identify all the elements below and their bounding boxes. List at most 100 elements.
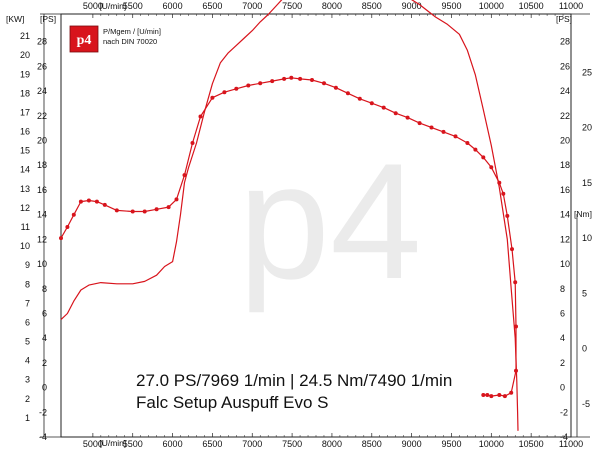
torque-point [441,129,446,134]
kw-axis-tick-label: 11 [21,222,30,232]
ps-axis-left-tick-label: -2 [39,407,47,417]
ps-axis-left-tick-label: 28 [37,37,47,47]
torque-point [154,207,159,212]
kw-axis-tick-label: 10 [20,241,30,251]
torque-point [489,165,494,170]
kw-axis-tick-label: 13 [20,184,30,194]
x-tick-top-label: 5000 [83,1,103,11]
ps-axis-left-tick-label: 18 [37,160,47,170]
ps-unit-label-left: [PS] [40,14,56,24]
torque-point [497,393,502,397]
nm-axis-tick-label: 10 [582,233,592,243]
x-tick-bottom-label: 11000 [559,439,583,449]
kw-axis-tick-label: 15 [20,146,30,156]
x-tick-bottom-label: 8000 [322,439,342,449]
kw-axis-tick-label: 17 [20,107,30,117]
ps-axis-left-tick-label: 6 [42,308,47,318]
ps-axis-right-tick-label: -2 [560,407,568,417]
torque-point [65,225,70,229]
ps-axis-right-tick-label: 4 [560,333,565,343]
ps-axis-right-tick-label: 8 [560,284,565,294]
torque-point [322,81,326,86]
x-tick-top-label: 8500 [362,1,382,11]
ps-axis-right-tick-label: 28 [560,37,570,47]
kw-axis-tick-label: 2 [25,394,30,404]
nm-axis-tick-label: 20 [582,123,592,133]
x-tick-bottom-label: 10500 [519,439,544,449]
x-tick-bottom-label: 6000 [163,439,183,449]
torque-point [246,83,251,88]
x-tick-bottom-label: 5000 [83,439,103,449]
logo-block: p4 P/Mgem / [U/min] nach DIN 70020 [69,25,161,53]
ps-unit-label-right: [PS] [556,14,572,24]
x-tick-bottom-label: 5500 [123,439,143,449]
torque-point [333,85,338,90]
nm-unit-label: [Nm] [574,209,592,219]
x-tick-top-label: 8000 [322,1,342,11]
torque-point [405,115,410,120]
torque-point [234,86,239,91]
torque-point [514,368,518,373]
kw-axis-tick-label: 16 [20,127,30,137]
ps-axis-right-tick-label: 2 [560,358,565,368]
torque-point [270,79,275,84]
torque-point [210,95,215,100]
torque-point [114,208,119,213]
torque-point [59,236,63,241]
ps-axis-right-tick-label: -4 [560,432,568,442]
ps-axis-left-tick-label: 26 [37,61,47,71]
torque-point [501,191,506,196]
torque-point [78,199,83,204]
axis-ticks: 5000500055005500600060006500650070007000… [6,1,592,449]
torque-point [289,75,294,80]
torque-point [71,212,76,217]
torque-point [513,280,518,285]
logo-caption-line2: nach DIN 70020 [103,37,157,46]
kw-axis-tick-label: 19 [20,69,30,79]
ps-axis-left-tick-label: 16 [37,185,47,195]
ps-axis-left-tick-label: 14 [37,210,47,220]
ps-axis-right-tick-label: 0 [560,383,565,393]
kw-axis-tick-label: 3 [25,375,30,385]
series-layer [59,0,519,431]
torque-point [298,76,303,81]
nm-axis-tick-label: 0 [582,344,587,354]
x-tick-top-label: 9500 [441,1,461,11]
torque-point [190,141,195,145]
torque-point [166,205,171,210]
torque-point [357,96,362,101]
torque-point [130,209,135,214]
torque-point [258,81,263,86]
x-tick-bottom-label: 8500 [362,439,382,449]
ps-axis-right-tick-label: 14 [560,210,570,220]
ps-axis-left-tick-label: 10 [37,259,47,269]
torque-point [509,390,514,395]
setup-name-annotation: Falc Setup Auspuff Evo S [136,393,328,412]
ps-axis-right-tick-label: 26 [560,61,570,71]
torque-point [417,121,422,126]
x-tick-top-label: 7000 [242,1,262,11]
nm-axis-tick-label: 15 [582,178,592,188]
kw-axis-tick-label: 14 [20,165,30,175]
x-tick-top-label: 10500 [519,1,544,11]
torque-point [481,393,486,397]
torque-point [102,202,107,207]
ps-axis-left-tick-label: 0 [42,383,47,393]
kw-axis-tick-label: 21 [20,31,30,41]
x-tick-bottom-label: 7500 [282,439,302,449]
ps-axis-left-tick-label: 24 [37,86,47,96]
torque-point [429,125,434,130]
kw-axis-tick-label: 4 [25,356,30,366]
torque-point [86,198,91,203]
ps-axis-left-tick-label: -4 [39,432,47,442]
torque-point [505,213,510,218]
ps-axis-left-tick-label: 4 [42,333,47,343]
kw-axis-tick-label: 18 [20,88,30,98]
torque-point [465,141,470,145]
torque-point [473,147,478,152]
x-tick-top-label: 9000 [402,1,422,11]
torque-point [485,393,490,397]
x-tick-top-label: 5500 [123,1,143,11]
